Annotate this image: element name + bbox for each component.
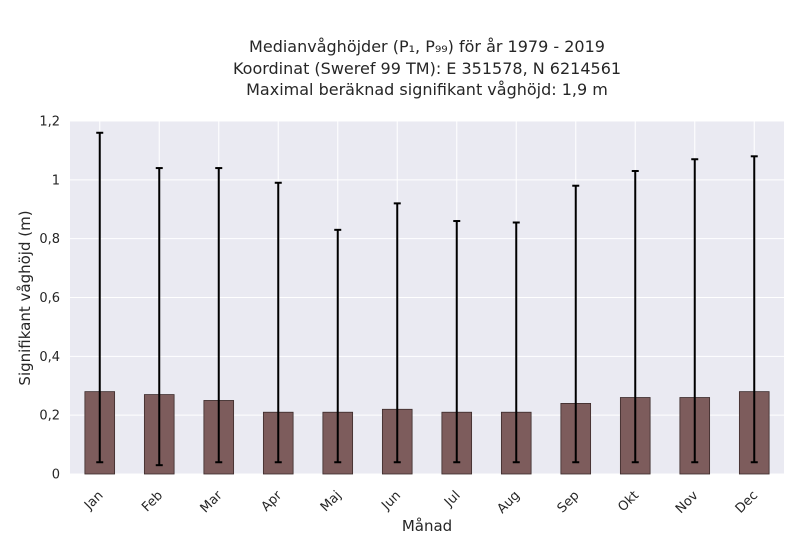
title-line-3: Maximal beräknad signifikant våghöjd: 1,…	[246, 80, 608, 99]
error-bar-dec	[750, 155, 758, 464]
error-bars	[96, 131, 758, 467]
error-bar-mar	[215, 167, 223, 464]
error-bar-apr	[274, 181, 282, 464]
title-line-1: Medianvåghöjder (P₁, P₉₉) för år 1979 - …	[249, 37, 605, 56]
error-bar-feb	[155, 167, 163, 467]
error-bar-maj	[334, 228, 342, 464]
y-tick-label: 0,4	[39, 350, 60, 365]
y-tick-label: 1	[52, 173, 60, 188]
x-axis-label: Månad	[402, 517, 452, 535]
y-axis-ticks: 0 0,2 0,4 0,6 0,8 1 1,2	[39, 115, 60, 483]
x-tick-label-dec: Dec	[733, 488, 761, 516]
error-bar-jun	[393, 202, 401, 464]
x-tick-label-aug: Aug	[495, 488, 524, 517]
error-bar-sep	[572, 184, 580, 464]
y-tick-label: 1,2	[39, 115, 60, 130]
x-tick-label-okt: Okt	[615, 488, 642, 515]
y-tick-label: 0	[52, 468, 60, 483]
x-tick-label-jul: Jul	[441, 488, 463, 510]
x-tick-label-apr: Apr	[259, 488, 286, 515]
y-tick-label: 0,8	[39, 232, 60, 247]
x-tick-label-nov: Nov	[673, 488, 702, 517]
error-bar-jul	[453, 220, 461, 464]
y-axis-label: Signifikant våghöjd (m)	[16, 210, 34, 385]
x-tick-label-feb: Feb	[139, 488, 166, 515]
x-tick-label-maj: Maj	[318, 488, 345, 515]
x-tick-label-sep: Sep	[555, 488, 583, 516]
x-tick-label-jan: Jan	[81, 488, 106, 513]
chart-title: Medianvåghöjder (P₁, P₉₉) för år 1979 - …	[233, 37, 621, 99]
error-bar-okt	[631, 170, 639, 464]
title-line-2: Koordinat (Sweref 99 TM): E 351578, N 62…	[233, 59, 621, 78]
y-tick-label: 0,2	[39, 409, 60, 424]
error-bar-jan	[96, 131, 104, 464]
x-tick-label-mar: Mar	[198, 488, 226, 516]
error-bar-aug	[512, 221, 520, 464]
y-tick-label: 0,6	[39, 291, 60, 306]
x-tick-label-jun: Jun	[378, 488, 404, 514]
error-bar-nov	[691, 158, 699, 464]
x-axis-ticks: Jan Feb Mar Apr Maj Jun Jul Aug Sep Okt Nov Dec	[81, 488, 761, 517]
